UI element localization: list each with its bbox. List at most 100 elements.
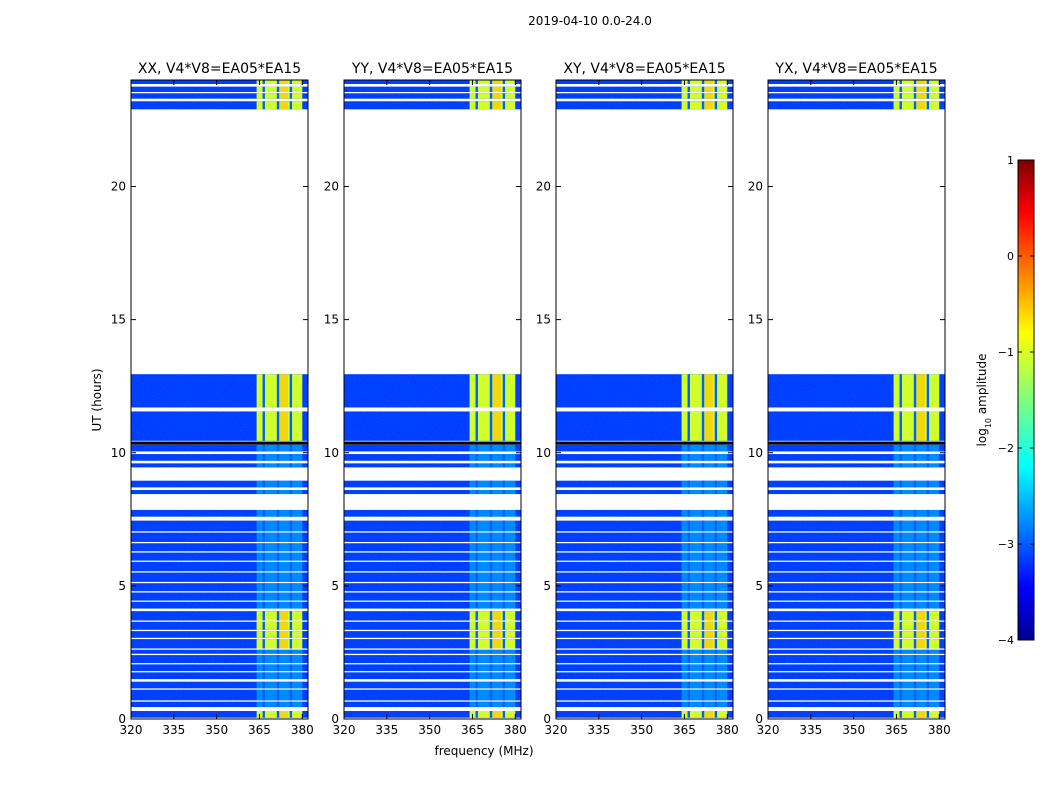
rfi-gap	[502, 621, 506, 630]
rfi-gap	[502, 701, 506, 708]
band-noise	[768, 444, 945, 452]
band-noise	[768, 520, 945, 532]
rfi-gap	[289, 681, 293, 689]
rfi-gap	[276, 655, 280, 664]
rfi-gap	[276, 480, 280, 488]
rfi-gap	[276, 701, 280, 708]
rfi-gap	[502, 611, 506, 621]
rfi-gap	[262, 509, 265, 517]
rfi-weak	[469, 572, 516, 582]
rfi-gap	[926, 655, 930, 664]
rfi-gap	[262, 649, 265, 654]
rfi-gap	[926, 631, 930, 638]
rfi-gap	[262, 444, 265, 452]
rfi-gap	[687, 649, 690, 654]
rfi-gap	[489, 649, 493, 654]
flag-line	[556, 441, 733, 445]
rfi-gap	[289, 480, 293, 488]
rfi-gap	[289, 561, 293, 572]
band-noise	[556, 93, 733, 99]
rfi-gap	[926, 681, 930, 689]
rfi-weak	[893, 592, 940, 601]
rfi-weak	[256, 444, 303, 452]
colorbar-tick-label: 0	[1007, 250, 1014, 263]
rfi-gap	[687, 611, 690, 621]
rfi-gap	[899, 532, 902, 542]
rfi-gap	[475, 572, 478, 582]
band-noise	[131, 649, 308, 654]
band-noise	[556, 520, 733, 532]
rfi-gap	[913, 543, 917, 552]
rfi-gap	[899, 552, 902, 561]
rfi-gap	[262, 80, 265, 84]
rfi-gap	[262, 520, 265, 532]
rfi-gap	[926, 509, 930, 517]
rfi-weak	[681, 689, 728, 701]
panel-frame	[343, 79, 522, 720]
panel-title: YX, V4*V8=EA05*EA15	[774, 61, 937, 77]
x-tick-label: 365	[248, 723, 271, 737]
rfi-gap	[714, 552, 718, 561]
rfi-gap	[262, 490, 265, 495]
rfi-peak	[916, 80, 926, 84]
rfi-gap	[289, 80, 293, 84]
rfi-peak	[279, 621, 289, 630]
colorbar-gradient	[1018, 160, 1034, 640]
rfi-gap	[687, 80, 690, 84]
rfi-peak	[492, 80, 502, 84]
rfi-gap	[489, 454, 493, 461]
rfi-weak	[893, 655, 940, 664]
rfi-gap	[701, 101, 705, 110]
rfi-gap	[687, 520, 690, 532]
rfi-gap	[913, 80, 917, 84]
band-noise	[768, 93, 945, 99]
rfi-peak	[279, 411, 289, 441]
rfi-gap	[262, 552, 265, 561]
rfi-gap	[289, 689, 293, 701]
rfi-weak	[893, 601, 940, 609]
x-tick-label: 350	[205, 723, 228, 737]
rfi-gap	[276, 631, 280, 638]
rfi-gap	[289, 621, 293, 630]
rfi-gap	[489, 490, 493, 495]
rfi-gap	[502, 561, 506, 572]
rfi-gap	[899, 689, 902, 701]
y-tick-label: 5	[543, 579, 551, 593]
panel-frame	[130, 79, 309, 720]
rfi-weak	[256, 552, 303, 561]
rfi-peak	[279, 711, 289, 718]
rfi-gap	[276, 649, 280, 654]
rfi-gap	[289, 490, 293, 495]
rfi-gap	[714, 509, 718, 517]
rfi-gap	[913, 572, 917, 582]
rfi-gap	[926, 701, 930, 708]
rfi-gap	[475, 631, 478, 638]
rfi-gap	[276, 509, 280, 517]
band-noise	[768, 601, 945, 609]
rfi-gap	[913, 552, 917, 561]
rfi-gap	[899, 86, 902, 92]
rfi-gap	[687, 689, 690, 701]
rfi-gap	[489, 532, 493, 542]
rfi-gap	[687, 655, 690, 664]
rfi-gap	[489, 655, 493, 664]
y-tick-label: 5	[755, 579, 763, 593]
rfi-gap	[262, 601, 265, 609]
rfi-gap	[289, 655, 293, 664]
rfi-peak	[704, 80, 714, 84]
y-tick-label: 15	[111, 313, 126, 327]
rfi-weak	[256, 490, 303, 495]
rfi-gap	[899, 520, 902, 532]
rfi-weak	[681, 490, 728, 495]
rfi-gap	[489, 631, 493, 638]
rfi-weak	[893, 664, 940, 672]
band-noise	[131, 572, 308, 582]
rfi-gap	[502, 509, 506, 517]
rfi-gap	[502, 664, 506, 672]
rfi-gap	[276, 86, 280, 92]
rfi-gap	[899, 592, 902, 601]
rfi-gap	[276, 664, 280, 672]
rfi-gap	[489, 543, 493, 552]
rfi-gap	[899, 80, 902, 84]
